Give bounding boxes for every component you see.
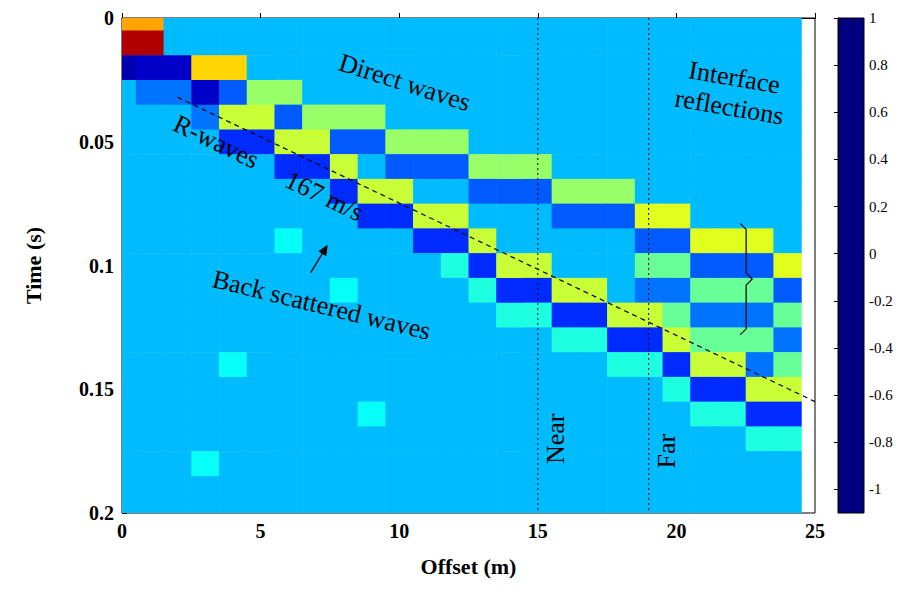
svg-text:-0.8: -0.8 xyxy=(869,434,893,450)
svg-text:reflections: reflections xyxy=(673,83,786,130)
svg-text:0: 0 xyxy=(117,520,127,542)
svg-text:10: 10 xyxy=(389,520,409,542)
svg-text:0.2: 0.2 xyxy=(869,199,888,215)
svg-text:Time (s): Time (s) xyxy=(21,227,46,304)
svg-text:0.15: 0.15 xyxy=(79,378,114,400)
svg-text:0: 0 xyxy=(869,246,877,262)
svg-text:0.2: 0.2 xyxy=(89,502,114,524)
svg-text:-1: -1 xyxy=(869,481,882,497)
svg-text:15: 15 xyxy=(528,520,548,542)
svg-text:0.1: 0.1 xyxy=(89,255,114,277)
svg-text:Far: Far xyxy=(652,433,681,468)
svg-text:0.6: 0.6 xyxy=(869,104,888,120)
svg-text:0: 0 xyxy=(104,7,114,29)
svg-text:-0.4: -0.4 xyxy=(869,340,893,356)
svg-text:Near: Near xyxy=(541,413,570,464)
svg-text:20: 20 xyxy=(666,520,686,542)
svg-text:167 m/s: 167 m/s xyxy=(281,165,368,227)
svg-text:R-waves: R-waves xyxy=(169,109,264,174)
svg-text:25: 25 xyxy=(805,520,825,542)
svg-text:Back scattered waves: Back scattered waves xyxy=(210,264,434,345)
svg-text:Direct waves: Direct waves xyxy=(335,48,474,117)
svg-text:Offset (m): Offset (m) xyxy=(421,554,517,579)
svg-text:0.4: 0.4 xyxy=(869,151,888,167)
svg-text:5: 5 xyxy=(256,520,266,542)
svg-text:0.05: 0.05 xyxy=(79,131,114,153)
svg-text:Interface: Interface xyxy=(686,55,783,100)
svg-text:0.8: 0.8 xyxy=(869,57,888,73)
svg-text:-0.6: -0.6 xyxy=(869,387,893,403)
svg-text:1: 1 xyxy=(869,10,877,26)
svg-text:-0.2: -0.2 xyxy=(869,293,893,309)
